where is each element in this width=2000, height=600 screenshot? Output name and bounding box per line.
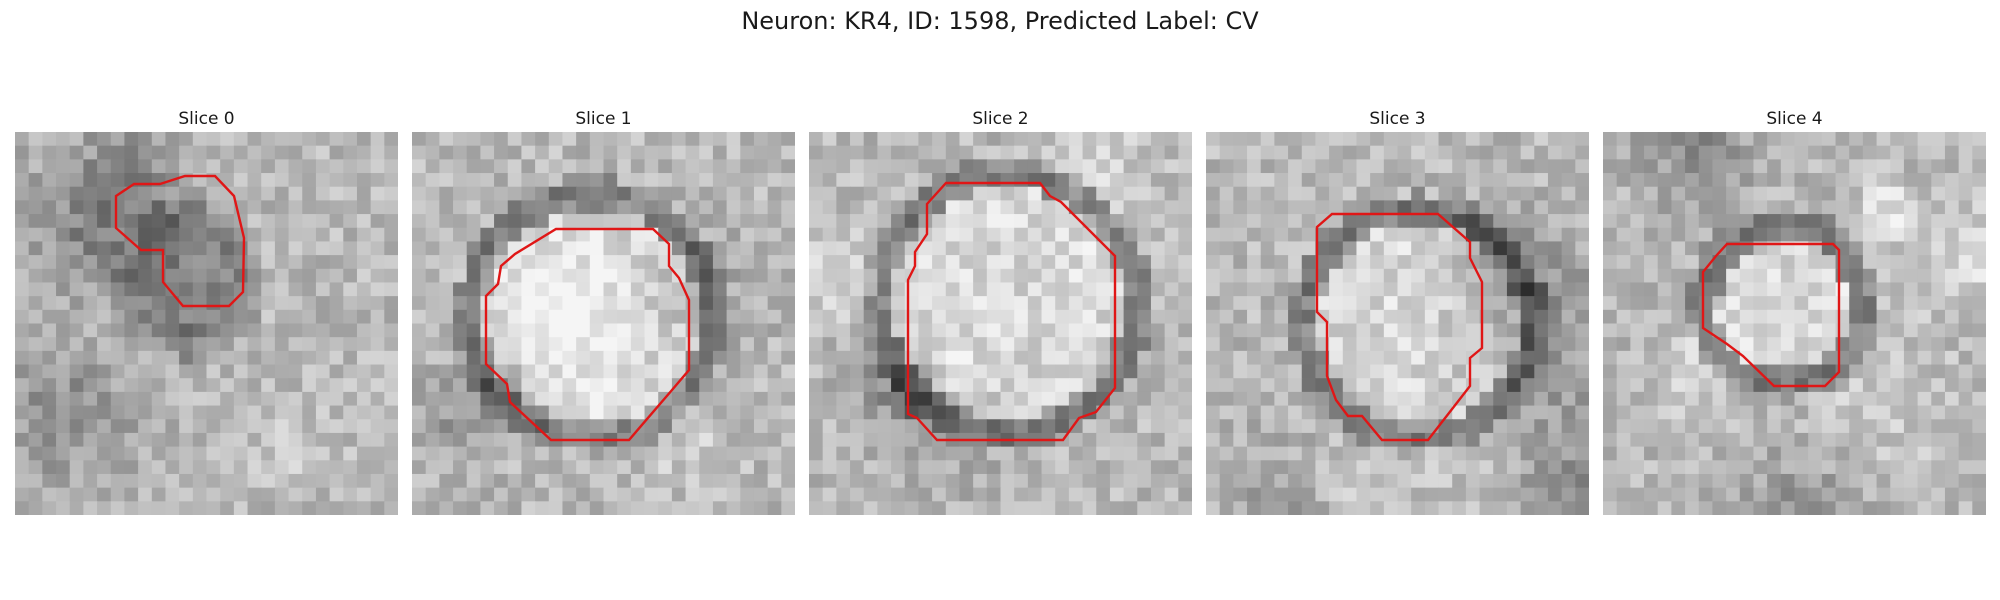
figure-title: Neuron: KR4, ID: 1598, Predicted Label: … [741,7,1259,35]
slice-title-0: Slice 0 [178,109,235,129]
slice-image-2 [809,132,1192,515]
slice-title-1: Slice 1 [575,109,632,129]
slice-image-0 [15,132,398,515]
slice-title-2: Slice 2 [972,109,1029,129]
slice-panel-2: Slice 2 [809,108,1192,515]
neuron-contour-0 [114,174,246,308]
slice-panel-4: Slice 4 [1603,108,1986,515]
slice-pixels-3 [1206,132,1589,515]
slice-pixels-2 [809,132,1192,515]
neuron-contour-4 [1701,242,1841,388]
neuron-contour-2 [906,181,1117,442]
slice-pixels-1 [412,132,795,515]
slice-pixels-4 [1603,132,1986,515]
slice-image-1 [412,132,795,515]
slice-image-3 [1206,132,1589,515]
slice-title-4: Slice 4 [1766,109,1823,129]
neuron-contour-3 [1315,212,1484,442]
slice-title-3: Slice 3 [1369,109,1426,129]
slice-panel-1: Slice 1 [412,108,795,515]
neuron-contour-1 [484,227,691,442]
slice-pixels-0 [15,132,398,515]
slice-image-4 [1603,132,1986,515]
slice-panel-3: Slice 3 [1206,108,1589,515]
slice-panel-0: Slice 0 [15,108,398,515]
